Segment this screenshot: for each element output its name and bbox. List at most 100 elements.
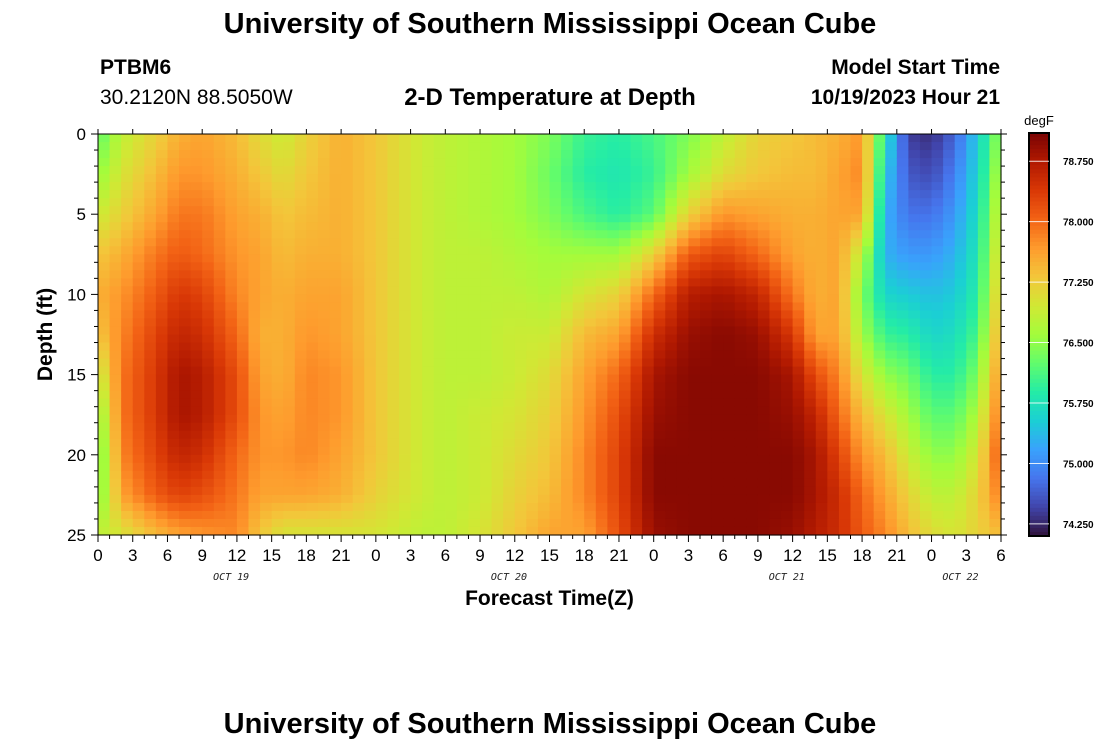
heatmap-cell — [375, 478, 389, 488]
heatmap-cell — [943, 462, 956, 472]
heatmap-cell — [167, 478, 180, 488]
heatmap-cell — [688, 462, 701, 472]
heatmap-cell — [537, 486, 551, 496]
heatmap-cell — [896, 366, 909, 376]
heatmap-cell — [109, 190, 122, 199]
heatmap-cell — [838, 286, 852, 295]
heatmap-cell — [179, 438, 192, 448]
heatmap-cell — [723, 230, 736, 239]
heatmap-cell — [792, 342, 805, 352]
heatmap-cell — [989, 230, 1002, 239]
heatmap-cell — [931, 318, 944, 328]
heatmap-cell — [919, 142, 933, 151]
heatmap-cell — [711, 446, 724, 456]
heatmap-cell — [422, 254, 435, 263]
heatmap-cell — [804, 382, 817, 392]
heatmap-cell — [294, 230, 307, 239]
heatmap-cell — [804, 358, 817, 368]
heatmap-cell — [873, 510, 886, 520]
heatmap-cell — [595, 246, 608, 255]
heatmap-cell — [919, 230, 933, 239]
heatmap-cell — [514, 270, 527, 279]
heatmap-cell — [248, 190, 261, 199]
heatmap-cell — [919, 382, 933, 392]
heatmap-cell — [271, 390, 284, 400]
heatmap-cell — [607, 470, 620, 480]
heatmap-cell — [294, 246, 307, 255]
heatmap-cell — [294, 470, 307, 480]
heatmap-cell — [931, 190, 944, 199]
heatmap-cell — [723, 286, 736, 295]
heatmap-cell — [468, 398, 481, 408]
heatmap-cell — [734, 182, 747, 191]
heatmap-cell — [202, 190, 215, 199]
heatmap-cell — [723, 246, 736, 255]
heatmap-cell — [989, 398, 1002, 408]
heatmap-cell — [781, 214, 794, 223]
heatmap-cell — [109, 214, 122, 223]
heatmap-cell — [375, 150, 389, 159]
heatmap-cell — [364, 398, 377, 408]
heatmap-cell — [873, 286, 886, 295]
heatmap-cell — [132, 174, 145, 183]
heatmap-cell — [213, 446, 226, 456]
heatmap-cell — [491, 414, 504, 424]
heatmap-cell — [144, 238, 157, 247]
heatmap-cell — [341, 326, 354, 336]
heatmap-cell — [700, 470, 713, 480]
heatmap-cell — [665, 166, 678, 175]
heatmap-cell — [306, 470, 319, 480]
heatmap-cell — [236, 342, 250, 352]
heatmap-cell — [155, 222, 169, 231]
heatmap-cell — [352, 342, 365, 352]
heatmap-cell — [746, 318, 759, 328]
heatmap-cell — [850, 438, 863, 448]
heatmap-cell — [225, 390, 238, 400]
heatmap-cell — [480, 190, 493, 199]
heatmap-cell — [306, 518, 319, 528]
heatmap-cell — [329, 206, 342, 215]
heatmap-cell — [781, 238, 794, 247]
heatmap-cell — [561, 334, 574, 344]
heatmap-cell — [630, 166, 643, 175]
heatmap-cell — [908, 134, 921, 143]
heatmap-cell — [584, 414, 597, 424]
heatmap-cell — [260, 182, 273, 191]
heatmap-cell — [688, 366, 701, 376]
heatmap-cell — [491, 334, 504, 344]
heatmap-cell — [109, 422, 122, 432]
heatmap-cell — [526, 438, 539, 448]
heatmap-cell — [491, 254, 504, 263]
heatmap-cell — [433, 246, 446, 255]
heatmap-cell — [815, 286, 828, 295]
heatmap-cell — [109, 254, 122, 263]
heatmap-cell — [364, 510, 377, 520]
colorbar-segment — [1029, 261, 1049, 267]
heatmap-cell — [676, 230, 690, 239]
heatmap-cell — [491, 270, 504, 279]
heatmap-cell — [700, 390, 713, 400]
heatmap-cell — [676, 174, 690, 183]
heatmap-cell — [561, 462, 574, 472]
heatmap-cell — [838, 302, 852, 312]
heatmap-cell — [630, 134, 643, 143]
heatmap-cell — [595, 310, 608, 320]
heatmap-cell — [850, 254, 863, 263]
heatmap-cell — [248, 390, 261, 400]
heatmap-cell — [503, 494, 516, 504]
heatmap-cell — [202, 374, 215, 384]
heatmap-cell — [850, 478, 863, 488]
heatmap-cell — [236, 158, 250, 167]
heatmap-cell — [190, 446, 203, 456]
heatmap-cell — [873, 446, 886, 456]
heatmap-cell — [491, 230, 504, 239]
heatmap-cell — [630, 494, 643, 504]
heatmap-cell — [676, 494, 690, 504]
heatmap-cell — [468, 278, 481, 287]
colorbar-segment — [1029, 386, 1049, 392]
heatmap-cell — [630, 382, 643, 392]
heatmap-cell — [711, 182, 724, 191]
heatmap-cell — [121, 438, 134, 448]
heatmap-cell — [225, 190, 238, 199]
heatmap-cell — [422, 174, 435, 183]
